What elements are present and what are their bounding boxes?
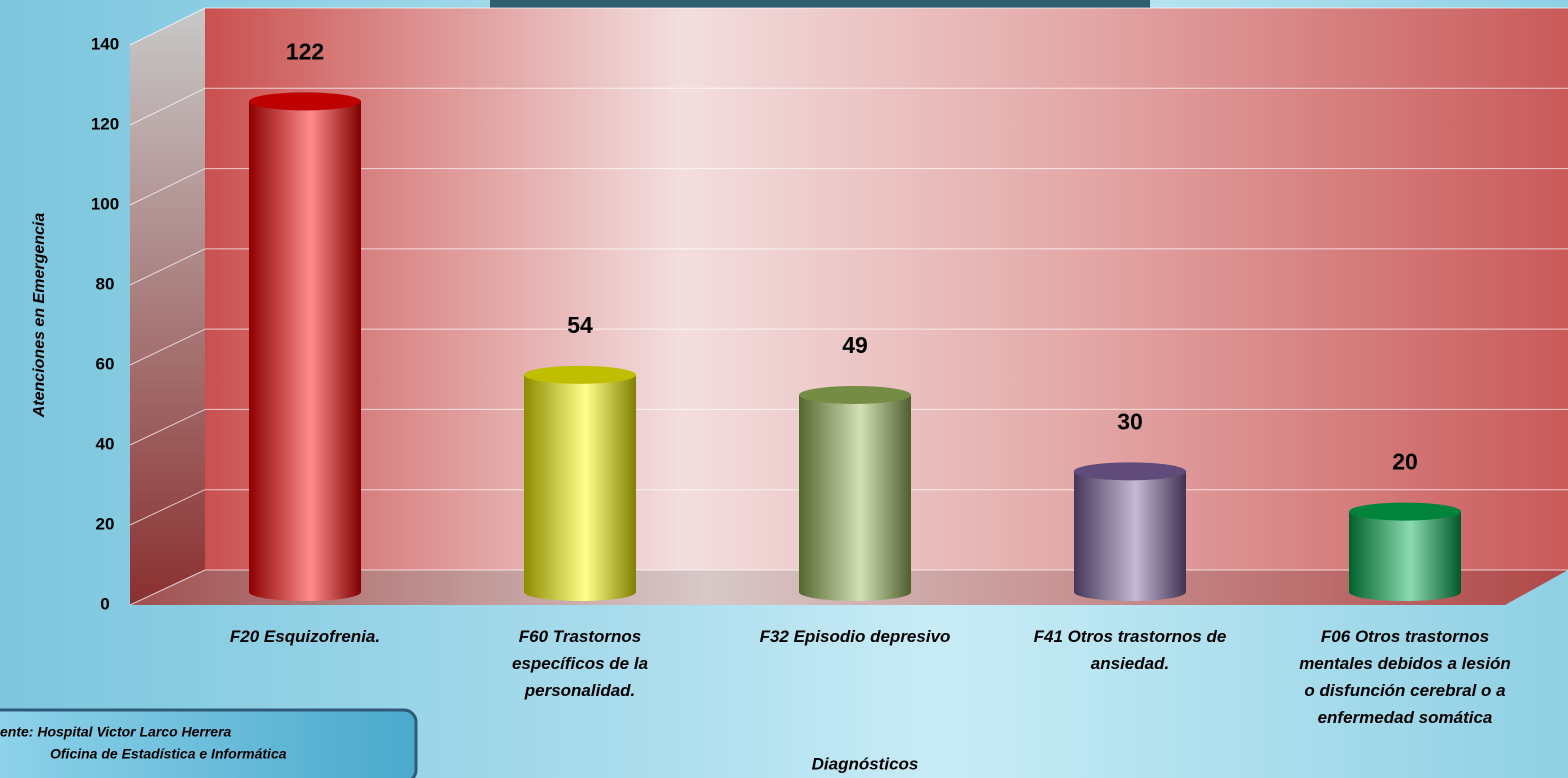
value-label: 122: [286, 38, 324, 64]
grid-line: [129, 87, 206, 126]
grid-line: [129, 408, 206, 446]
value-label: 30: [1117, 408, 1143, 434]
y-tick-label: 40: [96, 434, 115, 453]
bar: [799, 394, 911, 601]
y-tick-label: 100: [91, 194, 119, 213]
x-tick-label: F60 Trastornos específicos de la persona…: [511, 627, 649, 700]
source-box: [0, 708, 418, 778]
grid-line: [129, 7, 206, 46]
source-line: ente: Hospital Victor Larco Herrera: [0, 724, 232, 740]
y-tick-label: 60: [96, 354, 115, 373]
bar-top: [249, 92, 361, 111]
bar-top: [1349, 502, 1461, 521]
bar: [249, 101, 361, 601]
x-axis-label: Diagnósticos: [812, 754, 919, 773]
x-tick-label: F32 Episodio depresivo: [759, 627, 951, 646]
grid-line: [129, 168, 206, 206]
x-tick-label: F20 Esquizofrenia.: [229, 627, 381, 646]
x-tick-label: F06 Otros trastornos mentales debidos a …: [1299, 627, 1511, 727]
bar: [1074, 471, 1186, 601]
y-tick-label: 120: [91, 114, 119, 133]
value-label: 20: [1392, 449, 1418, 475]
side-wall: [130, 8, 205, 605]
y-tick-label: 20: [96, 514, 115, 533]
y-tick-label: 80: [96, 274, 115, 293]
title-box-edge: [490, 0, 1150, 8]
grid-line: [129, 248, 206, 286]
x-tick-label: F41 Otros trastornos de ansiedad.: [1033, 627, 1227, 673]
bar: [524, 374, 636, 601]
bar-top: [524, 365, 636, 384]
source-line: Oficina de Estadística e Informática: [50, 746, 287, 762]
grid-line: [129, 328, 206, 366]
y-axis-label: Atenciones en Emergencia: [31, 213, 48, 419]
grid-line: [129, 489, 206, 526]
bar-top: [799, 385, 911, 404]
y-tick-label: 0: [100, 594, 109, 613]
y-tick-label: 140: [91, 34, 119, 53]
grid-line: [129, 569, 206, 606]
value-label: 54: [567, 312, 593, 338]
bar: [1349, 511, 1461, 601]
value-label: 49: [842, 332, 868, 358]
bar-top: [1074, 462, 1186, 481]
